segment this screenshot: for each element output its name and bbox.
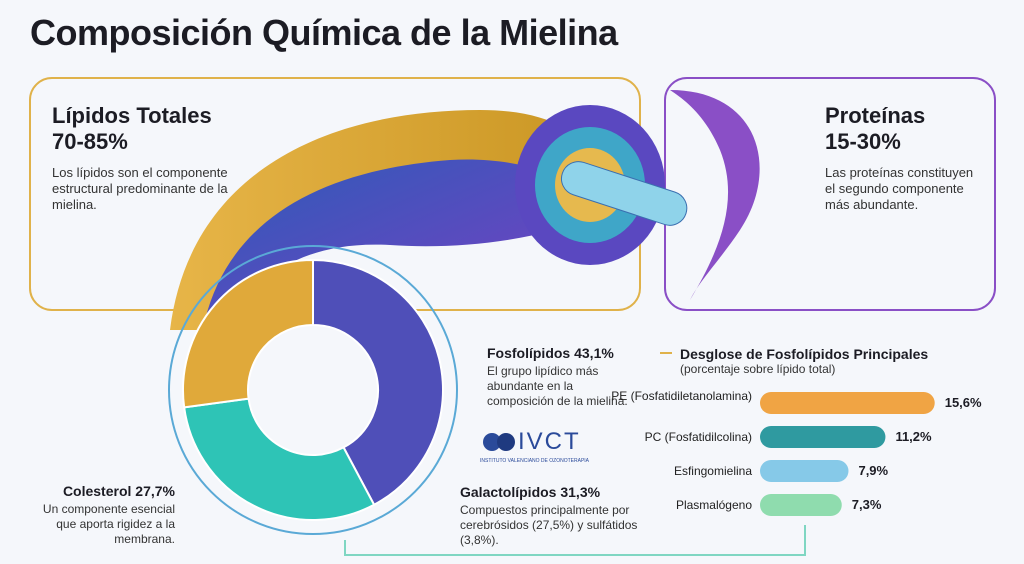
bar-value-label: 11,2% [895, 429, 932, 444]
value-label: 27,7% [135, 483, 175, 499]
bar-title: Desglose de Fosfolípidos Principales [680, 346, 929, 362]
logo-subtext: INSTITUTO VALENCIANO DE OZONOTERAPIA [480, 458, 589, 464]
bar-value-label: 15,6% [944, 395, 982, 410]
category-label: Fosfolípidos [487, 345, 571, 361]
panel: Proteínas 15-30% Las proteínas constituy… [825, 103, 985, 213]
value-label: 31,3% [560, 484, 601, 500]
donut-ring [168, 245, 458, 535]
connector [344, 525, 806, 556]
label-description: Compuestos principalmente por cerebrósid… [460, 503, 638, 547]
logo-mark [483, 433, 501, 451]
category-label: Galactolípidos [460, 484, 557, 500]
bar-category: Esfingomielina [673, 464, 752, 478]
donut-segment [312, 258, 444, 507]
bar-category: Plasmalógeno [675, 498, 752, 512]
label-heading: Fosfolípidos 43,1% [487, 345, 637, 361]
label-heading: Colesterol 27,7% [20, 483, 175, 499]
value-label: 43,1% [574, 345, 614, 361]
panel: Lípidos Totales 70-85% Los lípidos son e… [52, 103, 232, 213]
donut-segment [183, 397, 376, 521]
sheath-inner [205, 159, 600, 330]
bar-value-label: 7,3% [851, 497, 882, 512]
panel-range: 15-30% [825, 129, 901, 154]
bar-value-label: 7,9% [858, 463, 889, 478]
panel-range: 70-85% [52, 129, 128, 154]
bar-chart-title: Desglose de Fosfolípidos Principales (po… [680, 346, 928, 376]
donut-label: Colesterol 27,7% Un componente esencial q… [20, 483, 175, 547]
bar-subtitle: (porcentaje sobre lípido total) [680, 362, 836, 376]
donut-label: Fosfolípidos 43,1% El grupo lipídico más … [487, 345, 637, 409]
panel-text: Las proteínas constituyen el segundo com… [825, 165, 974, 212]
label-description: El grupo lipídico más abundante en la co… [487, 364, 628, 408]
axon [560, 161, 688, 226]
panel-heading: Proteínas [825, 103, 926, 128]
bar [760, 494, 842, 516]
bar [760, 392, 935, 414]
protein-ribbon [670, 90, 760, 300]
logo-text: IVCT [518, 428, 581, 455]
label-heading: Galactolípidos 31,3% [460, 484, 660, 500]
bar-category: PC (Fosfatidilcolina) [644, 430, 752, 444]
bar [760, 426, 886, 448]
panel-heading: Lípidos Totales [52, 103, 212, 128]
donut-segment [182, 258, 314, 409]
panel-text: Los lípidos son el componente estructura… [52, 165, 228, 212]
bar [760, 460, 849, 482]
label-description: Un componente esencial que aporta rigide… [42, 502, 175, 546]
logo-mark [497, 433, 515, 451]
title: Composición Química de la Mielina [30, 12, 618, 53]
donut-label: Galactolípidos 31,3% Compuestos principal… [460, 484, 660, 548]
bar-category: PE (Fosfatidiletanolamina) [611, 389, 752, 403]
category-label: Colesterol [62, 483, 132, 499]
